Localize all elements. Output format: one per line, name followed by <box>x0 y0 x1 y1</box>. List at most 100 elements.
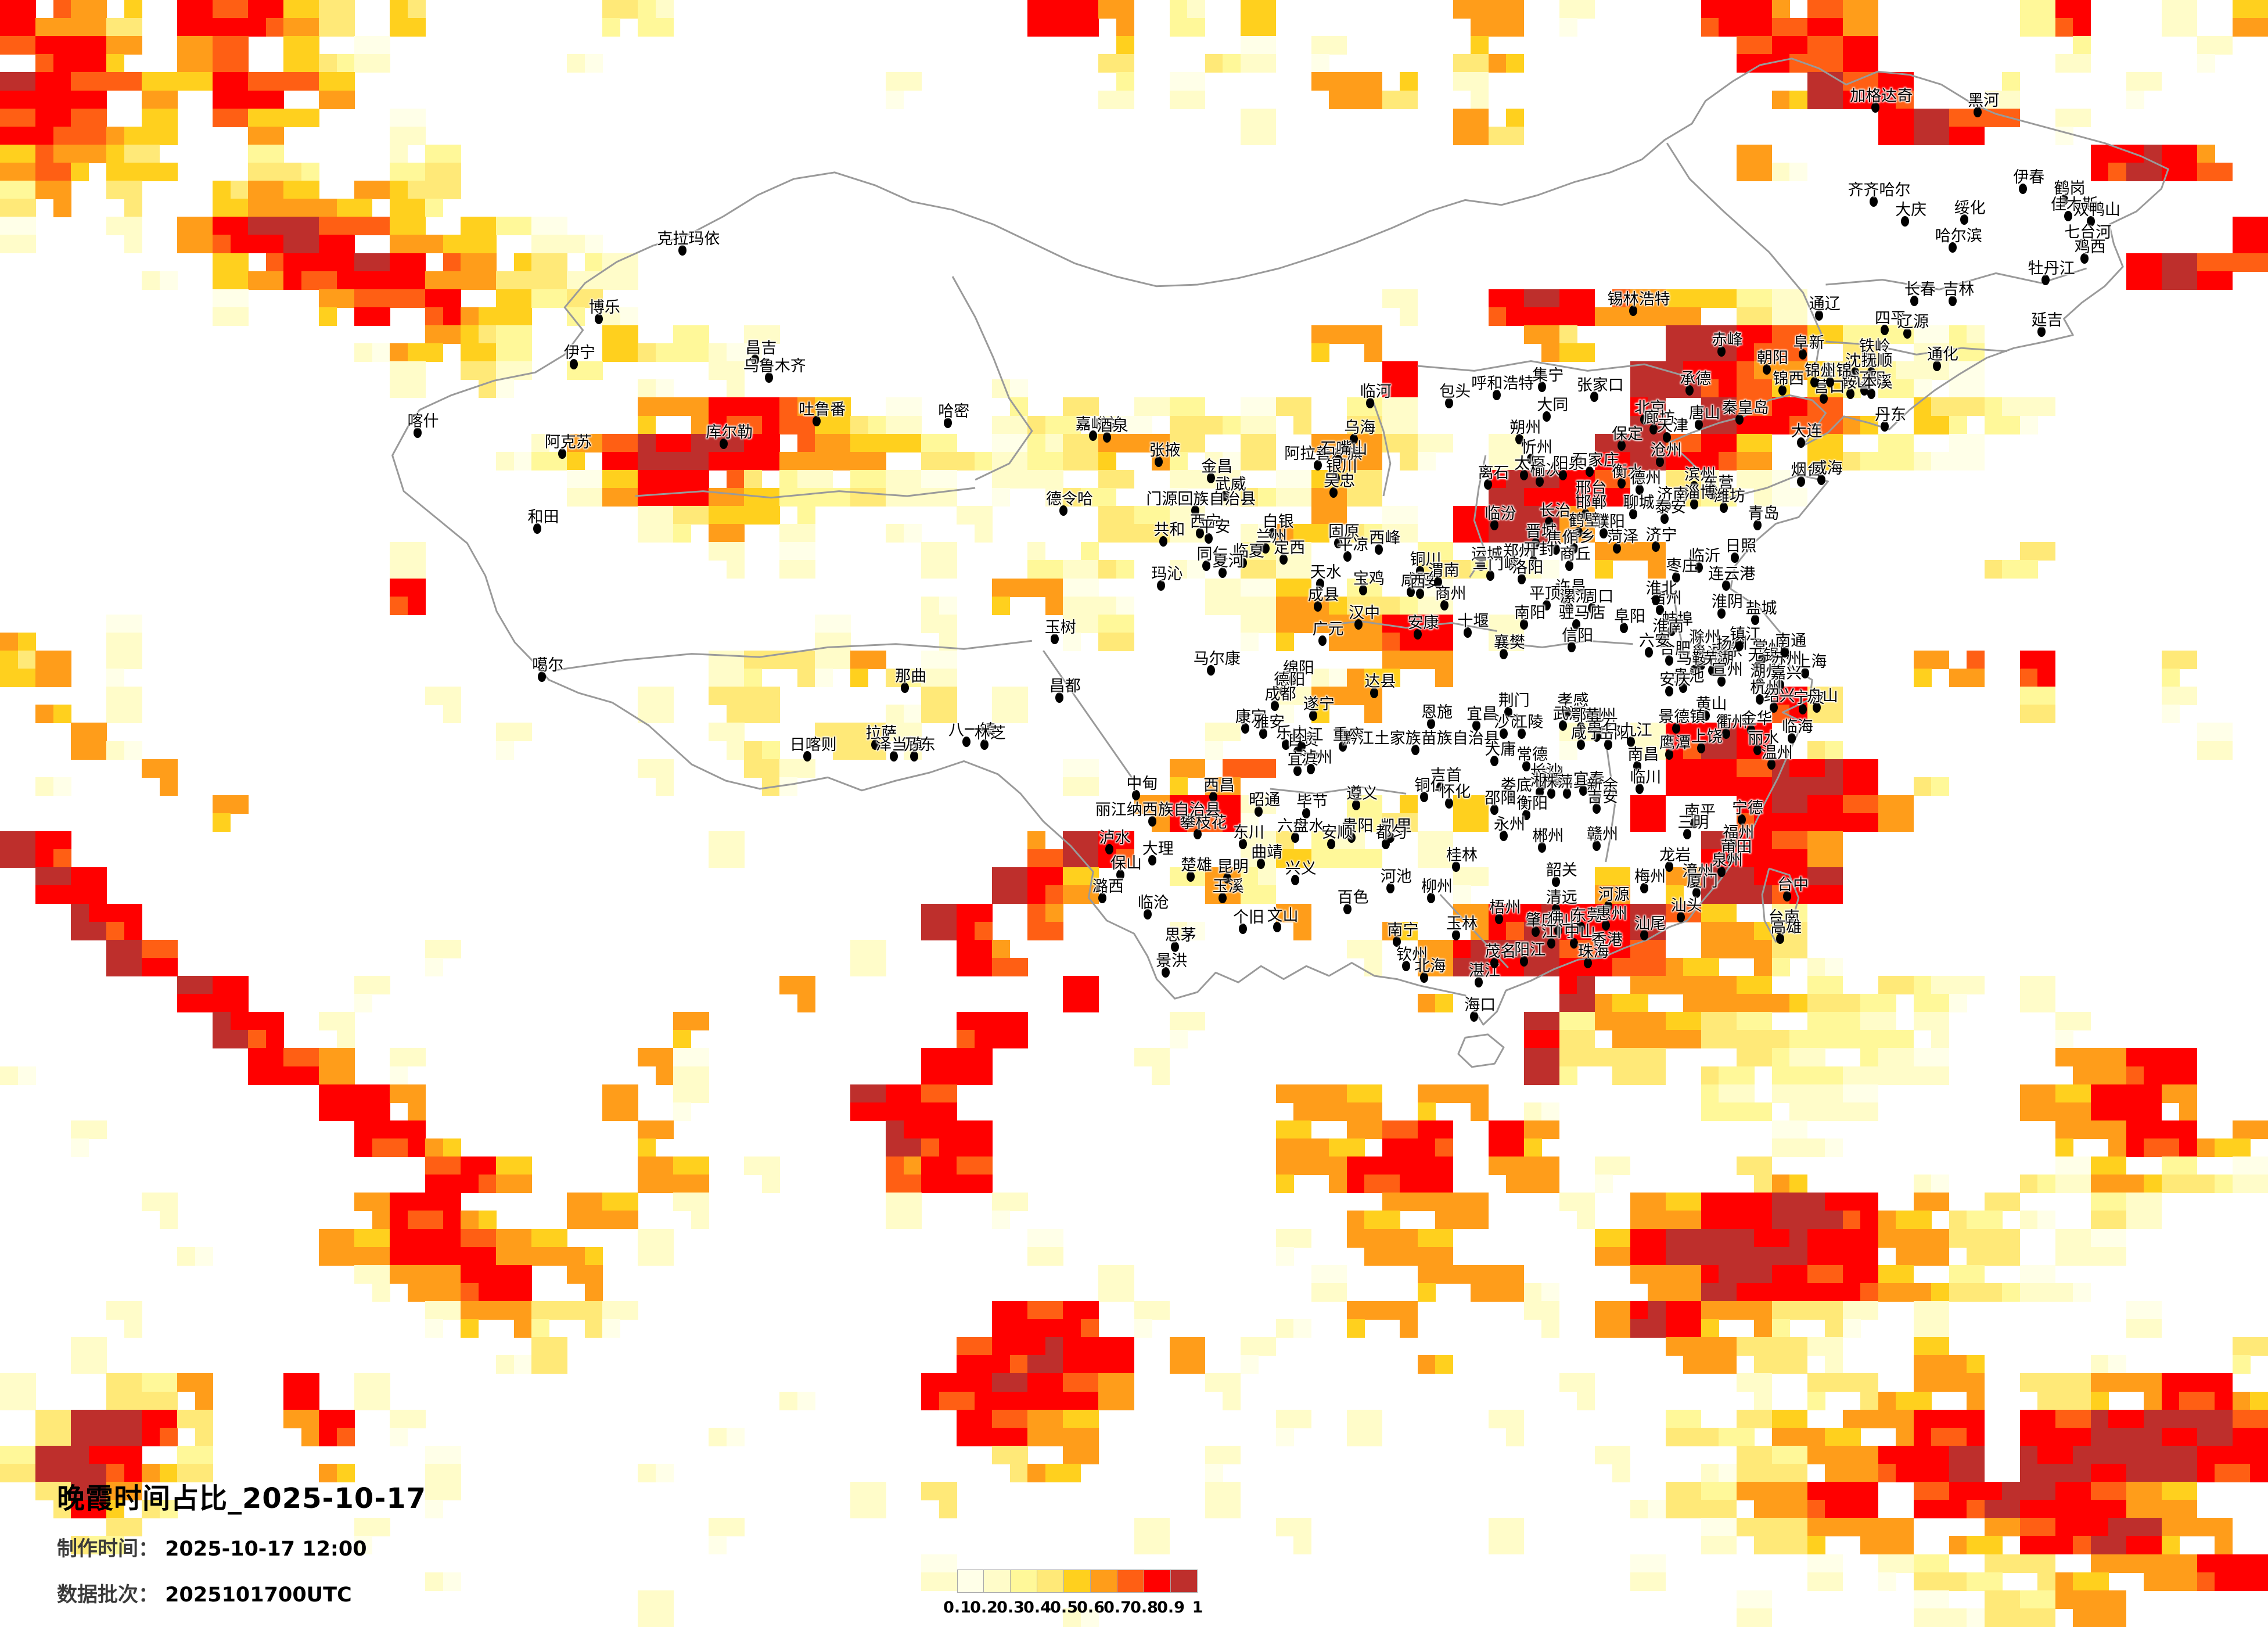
city-label: 张掖 <box>1149 441 1181 460</box>
heat-cell <box>0 36 18 55</box>
city-label: 南通 <box>1775 631 1807 650</box>
heat-cell <box>2055 0 2073 19</box>
city-label: 梅州 <box>1634 867 1666 886</box>
heat-cell <box>1187 0 1205 19</box>
city-label: 鹰潭 <box>1659 734 1691 753</box>
city-label: 台中 <box>1777 875 1809 894</box>
city-label: 清远 <box>1545 889 1577 907</box>
city-label: 毕节 <box>1296 793 1328 811</box>
city-label: 文山 <box>1267 907 1299 925</box>
city-label: 乃东 <box>904 736 936 754</box>
heat-cell <box>195 18 213 37</box>
heat-cell <box>1116 0 1134 19</box>
city-label: 成县 <box>1307 586 1339 605</box>
city-label: 延吉 <box>2031 311 2063 330</box>
city-label: 驻马店 <box>1558 604 1606 623</box>
city-label: 长春 <box>1904 281 1936 299</box>
city-label: 梧州 <box>1489 899 1521 917</box>
heat-cell <box>408 18 426 37</box>
made-time-line: 制作时间： 2025-10-17 12:00 <box>57 1532 426 1562</box>
city-label: 临河 <box>1360 383 1392 401</box>
heat-cell <box>567 54 585 73</box>
heat-cell <box>213 54 231 73</box>
heat-cell <box>1045 0 1063 19</box>
heat-cell <box>2037 18 2055 37</box>
heat-cell <box>53 18 71 37</box>
heat-cell <box>1258 54 1276 73</box>
heat-cell <box>89 36 107 55</box>
heat-cell <box>195 0 213 19</box>
city-label: 泰安 <box>1655 498 1687 517</box>
heat-cell <box>2055 18 2073 37</box>
heat-cell <box>301 36 319 55</box>
city-label: 朔州 <box>1509 419 1541 437</box>
heat-cell <box>89 0 107 19</box>
heat-cell <box>1311 36 1329 55</box>
city-label: 噶尔 <box>532 656 564 674</box>
city-label: 淮阴 <box>1711 592 1743 611</box>
city-label: 抚顺 <box>1861 352 1893 371</box>
heat-cell <box>1170 18 1188 37</box>
map-title: 晚霞时间占比_2025-10-17 <box>57 1482 427 1515</box>
heat-cell <box>1506 18 1524 37</box>
heat-cell <box>319 18 337 37</box>
city-label: 临沧 <box>1137 893 1169 912</box>
city-label: 门源回族自治县 <box>1146 490 1256 509</box>
city-label: 海口 <box>1464 996 1496 1014</box>
heat-cell <box>283 54 301 73</box>
legend-swatch <box>1064 1569 1091 1593</box>
city-label: 平凉 <box>1337 536 1369 554</box>
city-label: 丽江纳西族自治县 <box>1095 801 1221 819</box>
city-label: 临海 <box>1781 718 1813 737</box>
legend-swatch <box>1171 1569 1198 1593</box>
made-time-label: 制作时间： <box>57 1538 159 1561</box>
heat-cell <box>231 36 249 55</box>
city-label: 遂宁 <box>1303 695 1335 713</box>
heat-cell <box>638 0 656 19</box>
city-label: 怀化 <box>1439 783 1471 802</box>
city-label: 双鸭山 <box>2073 200 2120 219</box>
legend-tick-label: 0.3 <box>997 1599 1025 1617</box>
heat-cell <box>1116 54 1134 73</box>
city-label: 汕尾 <box>1634 915 1666 933</box>
heat-cell <box>2179 18 2197 37</box>
heat-cell <box>2179 0 2197 19</box>
city-label: 黔江土家族苗族自治县 <box>1342 729 1500 748</box>
legend-tick-label: 0.8 <box>1130 1599 1158 1617</box>
heat-cell <box>1081 0 1099 19</box>
heat-cell <box>1860 18 1878 37</box>
heat-cell <box>71 18 89 37</box>
heat-cell <box>1098 0 1116 19</box>
heat-cell <box>2073 0 2091 19</box>
heat-cell <box>1258 36 1276 55</box>
city-label: 惠州 <box>1595 905 1627 924</box>
city-label: 成都 <box>1264 685 1296 704</box>
heat-cell <box>372 54 390 73</box>
heat-cell <box>1754 18 1772 37</box>
heat-cell <box>1789 18 1807 37</box>
heat-cell <box>1860 0 1878 19</box>
city-label: 通化 <box>1926 346 1958 364</box>
heat-cell <box>283 36 301 55</box>
heat-cell <box>1223 54 1241 73</box>
city-label: 喀什 <box>407 412 439 430</box>
city-label: 大理 <box>1142 840 1174 859</box>
heat-cell <box>1825 18 1843 37</box>
legend-tick-label: 0.2 <box>970 1599 998 1617</box>
heat-cell <box>177 54 195 73</box>
city-label: 保山 <box>1110 854 1142 873</box>
city-label: 平安 <box>1199 518 1231 536</box>
heat-cell <box>2250 18 2268 37</box>
city-label: 西昌 <box>1203 777 1235 795</box>
city-label: 遵义 <box>1346 785 1378 803</box>
heat-cell <box>1719 18 1737 37</box>
heat-cell <box>35 36 53 55</box>
heat-cell <box>1098 54 1116 73</box>
city-label: 昌吉 <box>745 339 777 357</box>
heat-cell <box>1241 54 1259 73</box>
city-label: 东川 <box>1232 824 1264 842</box>
city-label: 沧州 <box>1650 441 1682 460</box>
heat-cell <box>0 0 18 19</box>
city-label: 朝阳 <box>1756 349 1788 367</box>
city-label: 通辽 <box>1809 295 1841 314</box>
